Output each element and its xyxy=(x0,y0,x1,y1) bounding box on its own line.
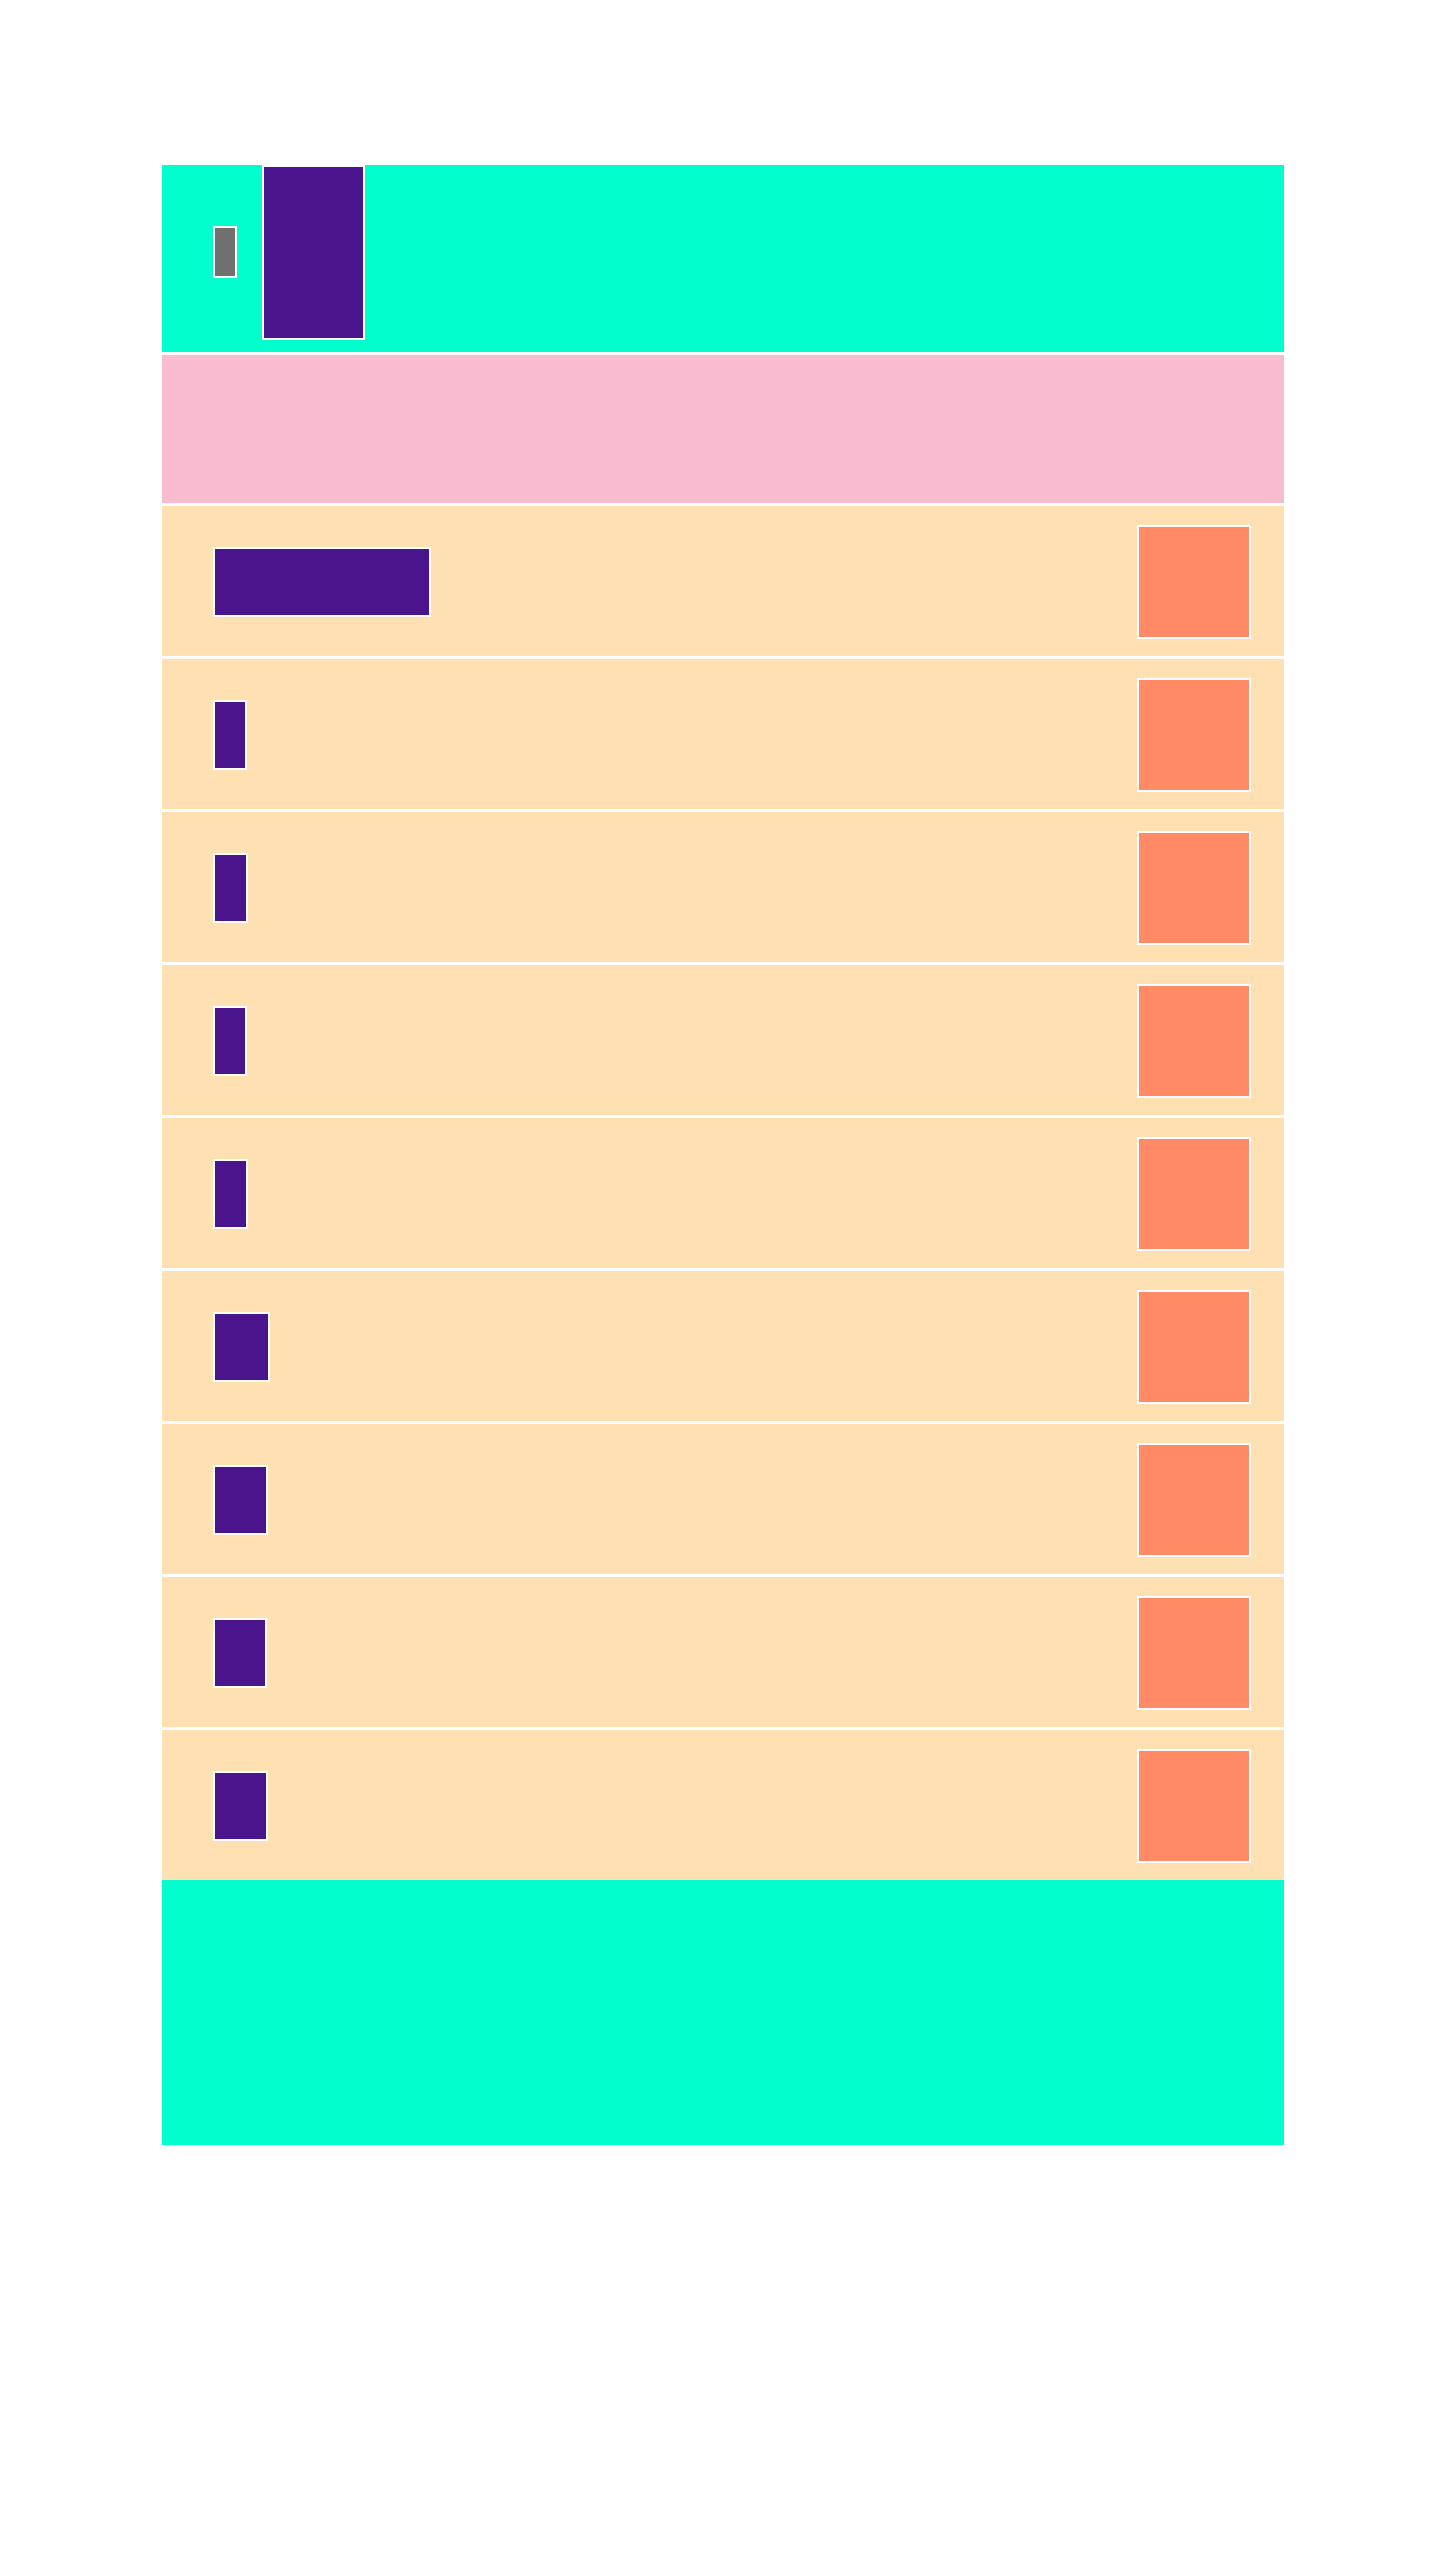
list-item-label xyxy=(213,853,248,923)
list-item-action-button[interactable] xyxy=(1137,1137,1251,1251)
list-item-label xyxy=(213,700,247,770)
page-title xyxy=(262,165,365,340)
list-item-label xyxy=(213,1006,247,1076)
list-item[interactable] xyxy=(162,1118,1284,1271)
list-item-label xyxy=(213,1618,267,1688)
list-item-action-button[interactable] xyxy=(1137,678,1251,792)
banner xyxy=(162,355,1284,503)
list-item-action-button[interactable] xyxy=(1137,525,1251,639)
list-item[interactable] xyxy=(162,1424,1284,1577)
list-item[interactable] xyxy=(162,812,1284,965)
list-item-action-button[interactable] xyxy=(1137,1443,1251,1557)
app-screen xyxy=(162,165,1284,2145)
list-item-label xyxy=(213,1312,270,1382)
app-header xyxy=(162,165,1284,352)
list-item[interactable] xyxy=(162,1577,1284,1730)
footer xyxy=(162,1880,1284,2145)
list-item-label xyxy=(213,1159,248,1229)
list-item[interactable] xyxy=(162,659,1284,812)
list-item[interactable] xyxy=(162,1730,1284,1880)
list-item[interactable] xyxy=(162,506,1284,659)
list-item-label xyxy=(213,1465,268,1535)
list-item-action-button[interactable] xyxy=(1137,1290,1251,1404)
list-item-action-button[interactable] xyxy=(1137,984,1251,1098)
item-list xyxy=(162,506,1284,1880)
list-item-action-button[interactable] xyxy=(1137,1749,1251,1863)
list-item-label xyxy=(213,547,431,617)
list-item-label xyxy=(213,1771,268,1841)
list-item-action-button[interactable] xyxy=(1137,1596,1251,1710)
back-button[interactable] xyxy=(213,226,237,278)
list-item[interactable] xyxy=(162,1271,1284,1424)
list-item[interactable] xyxy=(162,965,1284,1118)
list-item-action-button[interactable] xyxy=(1137,831,1251,945)
